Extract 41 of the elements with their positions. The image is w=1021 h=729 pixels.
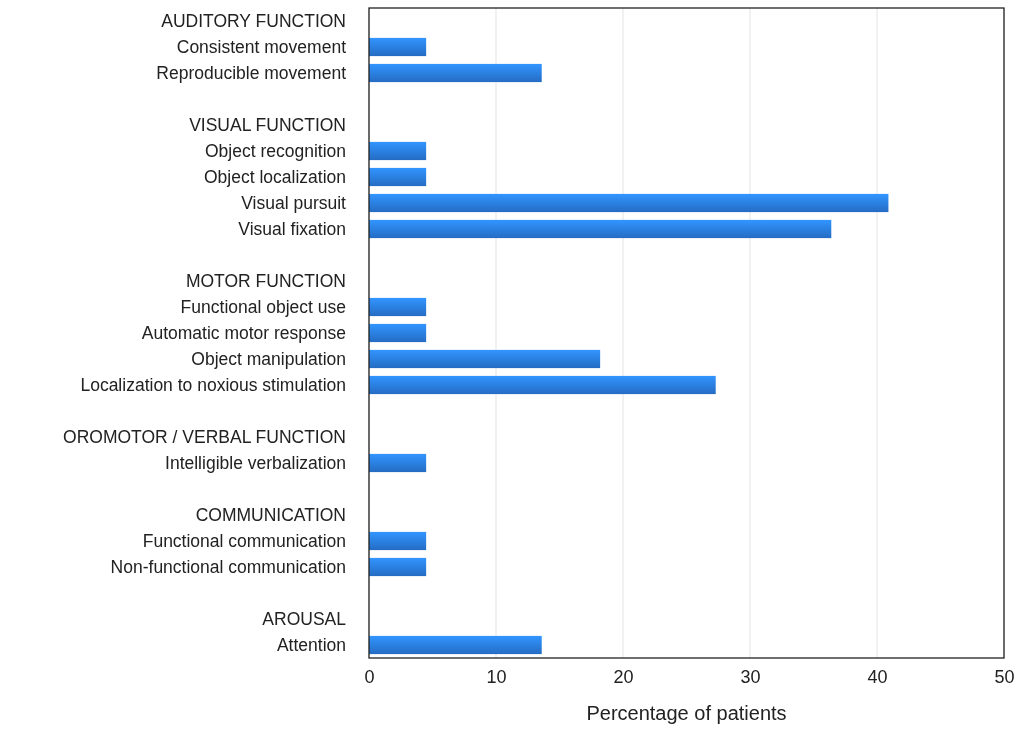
bar: [369, 557, 427, 577]
y-tick-label: VISUAL FUNCTION: [189, 114, 346, 135]
y-tick-label: OROMOTOR / VERBAL FUNCTION: [63, 426, 346, 447]
x-tick-label: 20: [613, 666, 634, 687]
y-tick-label: Attention: [276, 634, 346, 655]
x-tick-label: 10: [486, 666, 507, 687]
x-axis-title: Percentage of patients: [586, 702, 787, 724]
x-tick-label: 30: [740, 666, 761, 687]
bar: [369, 375, 716, 395]
bar: [369, 63, 542, 83]
y-tick-label: Functional communication: [142, 530, 346, 551]
bar: [369, 531, 427, 551]
x-tick-label: 40: [867, 666, 888, 687]
y-tick-label: Visual fixation: [238, 218, 346, 239]
x-tick-label: 50: [994, 666, 1015, 687]
y-tick-label: Intelligible verbalization: [165, 452, 346, 473]
bar: [369, 635, 542, 655]
y-tick-label: Reproducible movement: [156, 62, 347, 83]
y-tick-label: AROUSAL: [262, 608, 347, 629]
bar: [369, 453, 427, 473]
y-tick-label: Functional object use: [180, 296, 346, 317]
y-tick-label: Consistent movement: [176, 36, 347, 57]
y-tick-label: MOTOR FUNCTION: [185, 270, 346, 291]
y-tick-label: Object recognition: [204, 140, 346, 161]
bar: [369, 141, 427, 161]
bar: [369, 323, 427, 343]
bar: [369, 193, 889, 213]
y-tick-label: Automatic motor response: [141, 322, 346, 343]
y-tick-label: AUDITORY FUNCTION: [161, 10, 346, 31]
y-tick-label: Object localization: [203, 166, 346, 187]
y-tick-label: Object manipulation: [191, 348, 346, 369]
y-tick-label: Non-functional communication: [110, 556, 346, 577]
bar: [369, 37, 427, 57]
bar: [369, 219, 832, 239]
bar: [369, 297, 427, 317]
y-tick-label: Localization to noxious stimulation: [80, 374, 346, 395]
x-tick-label: 0: [364, 666, 375, 687]
y-tick-label: Visual pursuit: [241, 192, 347, 213]
bar: [369, 349, 601, 369]
bar: [369, 167, 427, 187]
y-tick-label: COMMUNICATION: [195, 504, 346, 525]
